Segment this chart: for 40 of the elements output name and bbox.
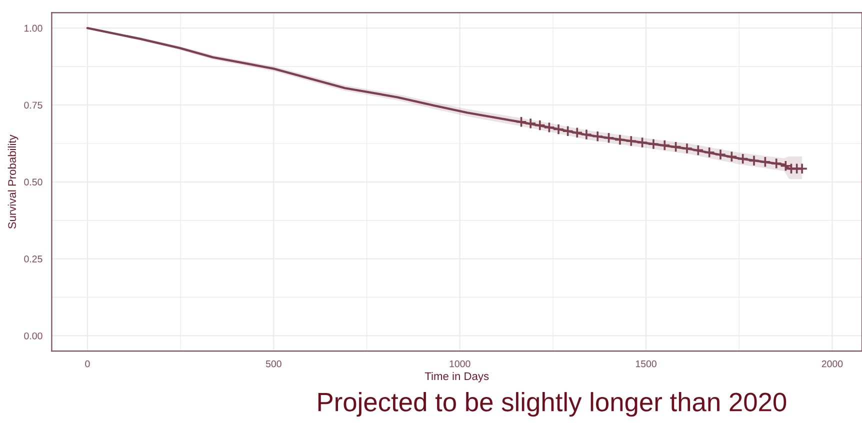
point (726, 150, 738, 162)
text: Projected to be slightly longer than 2020 (318, 392, 786, 417)
point (780, 160, 792, 172)
point (759, 156, 771, 168)
point (796, 162, 808, 174)
point (770, 158, 782, 170)
point (625, 135, 637, 147)
y-tick-label: 1.00 (24, 24, 42, 32)
y-tick-label: 0.75 (24, 102, 42, 109)
y-tick-label: 0.25 (24, 256, 42, 262)
x-tick-label: 1500 (636, 360, 656, 368)
point (681, 142, 693, 154)
point (516, 116, 528, 128)
point (648, 138, 660, 150)
point (571, 126, 583, 138)
point (543, 122, 555, 134)
point (737, 153, 749, 165)
point (692, 144, 704, 156)
point (524, 118, 536, 130)
point (714, 148, 726, 160)
x-tick-label: 0 (85, 360, 90, 368)
point (636, 136, 648, 148)
y-tick-label: 0.50 (24, 178, 42, 186)
x-tick-label: 1000 (450, 360, 470, 368)
point (748, 154, 760, 166)
point (592, 130, 604, 142)
point (580, 128, 592, 140)
point (670, 141, 682, 153)
point (614, 134, 626, 146)
point (534, 120, 546, 132)
point (562, 125, 574, 137)
x-tick-label: 2000 (822, 360, 843, 368)
point (603, 132, 615, 144)
y-tick-label: 0.00 (24, 332, 42, 340)
y-axis-title: Survival Probability (8, 134, 18, 229)
point (552, 124, 564, 136)
point (658, 140, 670, 152)
x-axis-title: Time in Days (424, 372, 489, 382)
x-tick-label: 500 (266, 360, 282, 368)
point (704, 146, 716, 158)
